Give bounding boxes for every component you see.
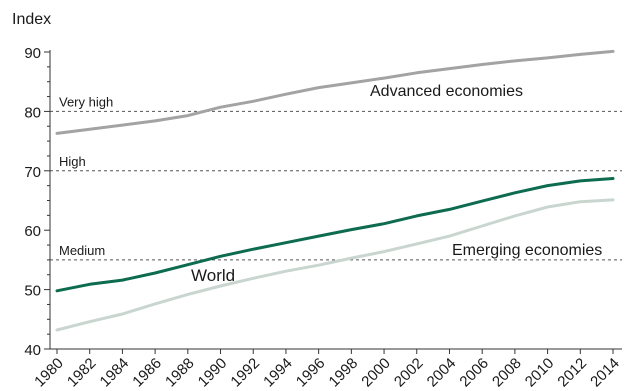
x-tick-label: 2006 — [456, 355, 492, 391]
y-tick-label: 40 — [24, 342, 41, 359]
x-tick-label: 1980 — [31, 355, 67, 391]
y-tick-label: 50 — [24, 283, 41, 300]
x-tick-label: 1988 — [162, 355, 198, 391]
series-label: Advanced economies — [370, 83, 523, 100]
series-label: World — [191, 266, 235, 285]
y-tick-label: 90 — [24, 45, 41, 62]
reference-line-label: High — [59, 154, 86, 169]
reference-line-label: Medium — [59, 243, 105, 258]
x-tick-label: 1986 — [129, 355, 165, 391]
series-labels: Advanced economies World Emerging economie… — [191, 83, 602, 285]
reference-lines: Very high High Medium — [50, 94, 622, 261]
x-tick-label: 1994 — [260, 355, 296, 391]
x-tick-label: 1998 — [326, 355, 362, 391]
x-tick-label: 2004 — [424, 355, 460, 391]
x-tick-label: 2014 — [587, 355, 623, 391]
x-tick-label: 1992 — [227, 355, 263, 391]
y-tick-label: 60 — [24, 223, 41, 240]
series-line — [55, 49, 615, 135]
y-axis-title: Index — [12, 11, 51, 28]
x-tick-label: 2008 — [489, 355, 525, 391]
reference-line-label: Very high — [59, 94, 113, 109]
x-tick-label: 1984 — [97, 355, 133, 391]
series-line — [55, 198, 615, 332]
series-line — [55, 177, 615, 293]
y-axis: 40 50 60 70 80 90 — [24, 45, 51, 359]
x-tick-label: 2002 — [391, 355, 427, 391]
y-tick-label: 80 — [24, 104, 41, 121]
x-axis: 1980198219841986198819901992199419961998… — [31, 348, 623, 391]
x-tick-label: 1990 — [195, 355, 231, 391]
x-tick-label: 2000 — [358, 355, 394, 391]
x-tick-label: 1982 — [64, 355, 100, 391]
series-label: Emerging economies — [452, 242, 602, 259]
y-tick-label: 70 — [24, 164, 41, 181]
x-tick-label: 2010 — [522, 355, 558, 391]
x-tick-label: 1996 — [293, 355, 329, 391]
x-tick-label: 2012 — [555, 355, 591, 391]
series-lines — [55, 49, 615, 332]
